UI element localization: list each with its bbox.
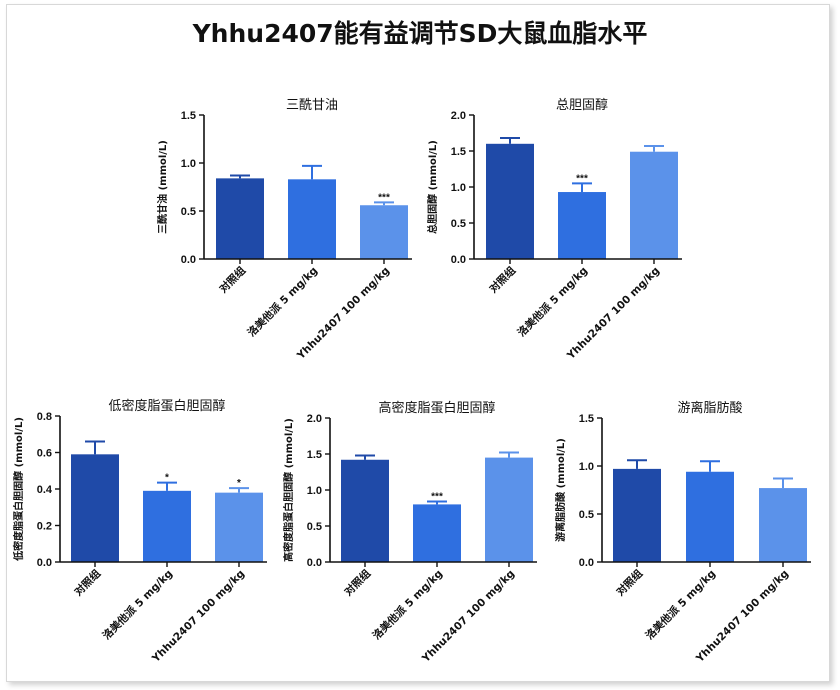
y-tick-label: 1.5 xyxy=(451,146,466,158)
y-tick-label: 0.5 xyxy=(579,509,594,521)
figure-title: Yhhu2407能有益调节SD大鼠血脂水平 xyxy=(192,19,648,48)
significance-mark: *** xyxy=(576,173,588,184)
figure-frame xyxy=(6,4,830,682)
bar xyxy=(71,454,119,562)
bar xyxy=(216,178,264,259)
panel-title: 游离脂肪酸 xyxy=(677,400,742,416)
y-tick-label: 0.0 xyxy=(451,254,466,266)
y-tick-label: 0.5 xyxy=(181,206,196,218)
bar xyxy=(613,468,661,562)
y-tick-label: 1.5 xyxy=(307,449,322,461)
significance-mark: * xyxy=(165,473,169,484)
y-axis-label: 三酰甘油 (mmol/L) xyxy=(156,140,169,234)
y-tick-label: 1.5 xyxy=(579,413,594,425)
y-tick-label: 2.0 xyxy=(451,110,466,122)
y-tick-label: 0.0 xyxy=(307,557,322,569)
bar xyxy=(341,459,389,562)
y-axis-label: 高密度脂蛋白胆固醇 (mmol/L) xyxy=(282,418,295,562)
y-tick-label: 0.5 xyxy=(451,218,466,230)
panel-title: 低密度脂蛋白胆固醇 xyxy=(108,398,225,414)
x-tick-label: 洛美他派 5 mg/kg xyxy=(643,567,718,642)
bar xyxy=(759,488,807,562)
y-tick-label: 1.0 xyxy=(181,158,196,170)
y-tick-label: 1.0 xyxy=(451,182,466,194)
y-tick-label: 0.5 xyxy=(307,521,322,533)
significance-mark: *** xyxy=(378,192,390,203)
y-tick-label: 0.4 xyxy=(37,484,53,496)
bar xyxy=(288,179,336,259)
y-tick-label: 0.6 xyxy=(37,448,52,460)
panel-title: 总胆固醇 xyxy=(556,97,608,113)
y-axis-label: 游离脂肪酸 (mmol/L) xyxy=(554,438,567,542)
y-tick-label: 1.0 xyxy=(579,461,594,473)
y-tick-label: 0.0 xyxy=(579,557,594,569)
significance-mark: *** xyxy=(431,492,443,503)
y-axis-label: 低密度脂蛋白胆固醇 (mmol/L) xyxy=(12,417,25,562)
bar xyxy=(630,151,678,259)
y-tick-label: 0.0 xyxy=(37,557,52,569)
y-tick-label: 0.0 xyxy=(181,254,196,266)
bar xyxy=(215,492,263,562)
panel-title: 三酰甘油 xyxy=(286,98,338,113)
bar xyxy=(413,504,461,562)
y-tick-label: 0.2 xyxy=(37,521,52,533)
y-axis-label: 总胆固醇 (mmol/L) xyxy=(426,140,439,234)
panel-title: 高密度脂蛋白胆固醇 xyxy=(378,400,495,416)
y-tick-label: 2.0 xyxy=(307,413,322,425)
bar xyxy=(143,490,191,562)
significance-mark: * xyxy=(237,478,241,489)
y-tick-label: 1.5 xyxy=(181,110,196,122)
bar xyxy=(360,205,408,259)
bar xyxy=(558,192,606,259)
bar xyxy=(486,143,534,259)
bar xyxy=(686,471,734,562)
x-tick-label: 对照组 xyxy=(614,567,646,599)
y-tick-label: 1.0 xyxy=(307,485,322,497)
bar xyxy=(485,457,533,562)
y-tick-label: 0.8 xyxy=(37,411,52,423)
